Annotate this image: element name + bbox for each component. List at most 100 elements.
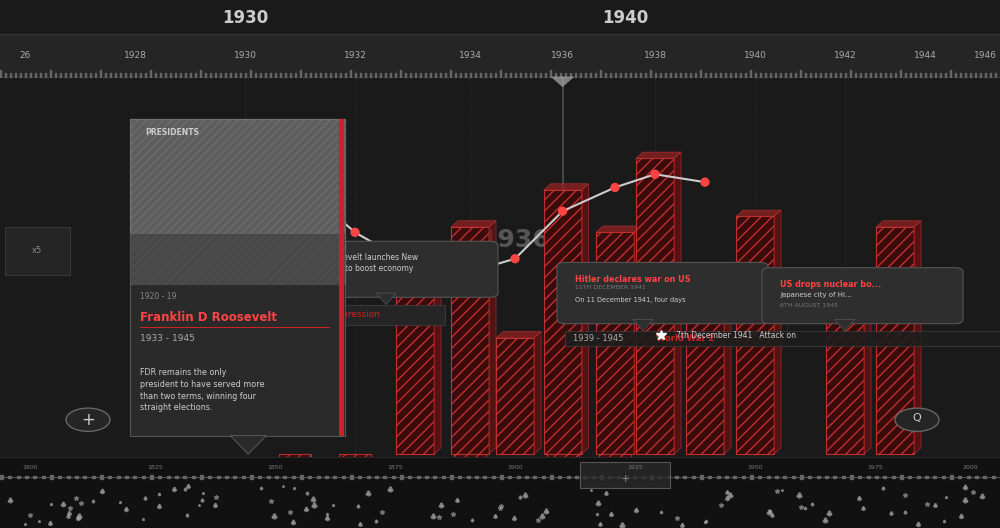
Bar — [217, 476, 220, 478]
Text: 1825: 1825 — [147, 465, 163, 470]
Bar — [592, 476, 595, 478]
Bar — [417, 476, 420, 478]
Bar — [145, 73, 146, 77]
Bar — [158, 476, 161, 478]
Bar — [60, 73, 61, 77]
Bar — [255, 73, 256, 77]
Bar — [490, 73, 491, 77]
Bar — [970, 73, 971, 77]
Bar — [542, 476, 545, 478]
Bar — [833, 476, 836, 478]
Bar — [950, 475, 953, 479]
Text: 1933 - 1945: 1933 - 1945 — [140, 334, 195, 344]
Bar — [315, 73, 316, 77]
Text: x5: x5 — [32, 246, 42, 256]
Text: 1800: 1800 — [22, 465, 38, 470]
Bar — [580, 462, 670, 488]
Bar — [595, 73, 596, 77]
Bar — [415, 73, 416, 77]
Bar — [350, 70, 351, 77]
Bar — [475, 73, 476, 77]
Bar — [858, 476, 861, 478]
Bar — [750, 70, 751, 77]
Polygon shape — [674, 152, 681, 454]
Bar — [515, 73, 516, 77]
FancyBboxPatch shape — [557, 262, 768, 324]
Bar — [5, 227, 70, 275]
Bar — [200, 475, 203, 479]
Bar — [665, 73, 666, 77]
Bar — [33, 476, 36, 478]
Bar — [925, 73, 926, 77]
Bar — [470, 73, 471, 77]
Bar — [300, 475, 303, 479]
Bar — [55, 73, 56, 77]
Bar — [380, 73, 381, 77]
Bar — [167, 476, 170, 478]
Bar — [500, 475, 503, 479]
Text: Japanese city of Hi...: Japanese city of Hi... — [780, 292, 852, 298]
Bar — [205, 73, 206, 77]
Bar — [0, 70, 1, 77]
Point — [647, 170, 663, 178]
Polygon shape — [434, 289, 441, 454]
Bar — [765, 73, 766, 77]
Text: 2000: 2000 — [962, 465, 978, 470]
Text: World War 2: World War 2 — [653, 334, 714, 343]
Bar — [642, 476, 645, 478]
Bar — [915, 73, 916, 77]
Bar — [245, 73, 246, 77]
Bar — [125, 73, 126, 77]
Bar — [125, 476, 128, 478]
Bar — [339, 454, 371, 517]
Bar — [67, 476, 70, 478]
Bar — [365, 73, 366, 77]
Bar — [92, 476, 95, 478]
Bar — [580, 73, 581, 77]
Bar — [90, 73, 91, 77]
Bar — [850, 475, 853, 479]
Bar — [242, 476, 245, 478]
Bar — [190, 73, 191, 77]
Bar — [465, 73, 466, 77]
Bar — [990, 73, 991, 77]
Polygon shape — [826, 289, 871, 296]
Polygon shape — [596, 226, 641, 232]
Bar — [925, 476, 928, 478]
Bar — [775, 476, 778, 478]
Bar — [800, 70, 801, 77]
Polygon shape — [534, 332, 541, 454]
Point — [292, 181, 308, 189]
Bar — [240, 73, 241, 77]
Bar — [885, 73, 886, 77]
Bar — [342, 476, 345, 478]
Text: 1950: 1950 — [747, 465, 763, 470]
Bar — [45, 73, 46, 77]
Bar — [550, 70, 551, 77]
Bar — [258, 476, 261, 478]
Bar — [620, 73, 621, 77]
Bar — [65, 73, 66, 77]
Bar — [825, 476, 828, 478]
Bar — [575, 73, 576, 77]
Text: 1930: 1930 — [222, 10, 268, 27]
Bar — [758, 476, 761, 478]
Bar — [25, 476, 28, 478]
Bar — [165, 73, 166, 77]
Bar — [960, 73, 961, 77]
Bar — [350, 475, 353, 479]
Bar — [600, 475, 603, 479]
Bar — [890, 73, 891, 77]
Text: 1850: 1850 — [267, 465, 283, 470]
Bar — [876, 227, 914, 454]
Bar — [992, 476, 995, 478]
Bar — [583, 476, 586, 478]
Bar — [505, 73, 506, 77]
Bar — [520, 73, 521, 77]
Bar — [335, 73, 336, 77]
Bar — [850, 70, 851, 77]
Polygon shape — [835, 319, 855, 331]
Bar — [667, 476, 670, 478]
Bar — [945, 73, 946, 77]
Bar — [35, 73, 36, 77]
